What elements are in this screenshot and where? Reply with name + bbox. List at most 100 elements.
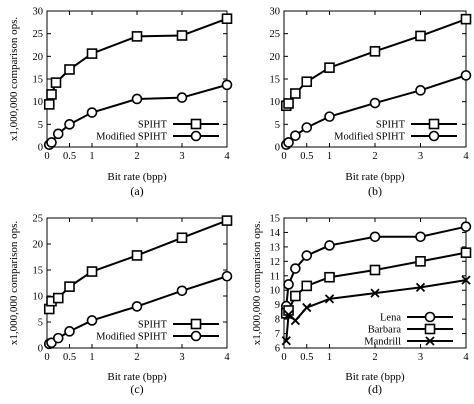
legend-marker (190, 318, 202, 330)
x-tick-label: 2 (134, 151, 139, 162)
y-tick-label: 12 (270, 257, 281, 268)
y-tick-label: 0 (38, 143, 43, 154)
data-point (283, 137, 294, 148)
series-modified-spiht (43, 79, 233, 151)
y-tick-label: 10 (270, 97, 281, 108)
data-point (176, 232, 188, 244)
y-tick-label: 20 (33, 240, 44, 251)
legend-label: SPIHT (138, 120, 168, 131)
data-point (52, 292, 64, 304)
y-tick-label: 0 (38, 344, 43, 355)
legend-marker (425, 336, 435, 346)
series-spiht (43, 13, 233, 110)
data-point (52, 128, 64, 140)
x-tick-label: 2 (372, 151, 377, 162)
chart-panel-1: 0 0.5 1 2 3 4 0 5 10 15 20 25 30 Bit rate (bpp) x1,000… (8, 7, 233, 198)
legend-marker (190, 330, 202, 342)
series-spiht (43, 215, 233, 315)
y-tick-label: 7 (275, 329, 280, 340)
data-point (176, 92, 188, 103)
x-tick-label: 4 (463, 151, 469, 162)
data-point (50, 77, 62, 88)
y-tick-label: 30 (33, 7, 44, 18)
legend-marker (190, 130, 202, 142)
x-tick-label: 3 (418, 352, 423, 363)
data-point (415, 282, 426, 292)
data-point (460, 247, 472, 258)
y-tick-label: 13 (270, 242, 281, 253)
data-point (176, 285, 188, 297)
data-point (369, 97, 381, 109)
x-tick-label: 4 (463, 352, 469, 363)
y-tick-label: 25 (33, 29, 44, 40)
data-point (369, 231, 381, 243)
data-point (131, 301, 143, 312)
data-point (324, 62, 335, 73)
y-tick-label: 9 (275, 300, 280, 311)
data-point (290, 290, 301, 302)
legend-label: Modified SPIHT (96, 132, 167, 143)
data-point (370, 288, 380, 298)
data-point (86, 266, 98, 277)
legend-label: Mandrill (364, 337, 401, 348)
panel-caption: (c) (130, 382, 143, 396)
data-point (283, 98, 294, 109)
data-point (221, 270, 233, 282)
x-tick-label: 2 (372, 352, 377, 363)
legend-marker (424, 311, 436, 323)
x-tick-label: 0.5 (63, 352, 76, 363)
x-tick-label: 1 (89, 352, 94, 363)
legend-marker (428, 130, 440, 142)
data-point (290, 88, 301, 99)
x-tick-label: 3 (179, 352, 184, 363)
legend-label: Modified SPIHT (334, 132, 405, 143)
y-tick-label: 15 (270, 214, 281, 225)
legend-marker (428, 118, 440, 130)
data-point (324, 111, 335, 122)
y-tick-label: 10 (33, 97, 44, 108)
data-point (301, 250, 313, 261)
y-tick-label: 14 (270, 228, 281, 239)
legend-label: Barbara (368, 325, 402, 336)
x-tick-label: 0 (281, 352, 286, 363)
y-tick-label: 10 (33, 292, 44, 303)
legend-label: Lena (380, 313, 401, 324)
y-tick-label: 8 (275, 315, 280, 326)
data-point (64, 119, 75, 130)
x-tick-label: 0 (44, 352, 49, 363)
x-tick-label: 1 (327, 352, 332, 363)
data-point (64, 64, 75, 75)
x-tick-label: 0.5 (300, 352, 313, 363)
y-tick-label: 25 (33, 214, 44, 225)
x-tick-label: 2 (134, 352, 139, 363)
data-point (461, 275, 471, 285)
data-point (64, 281, 75, 292)
data-point (301, 280, 313, 292)
data-point (221, 79, 233, 91)
data-point (290, 263, 301, 274)
data-point (221, 215, 233, 226)
x-tick-label: 1 (327, 151, 332, 162)
y-tick-label: 20 (270, 52, 281, 63)
x-tick-label: 0 (281, 151, 286, 162)
x-tick-label: 1 (89, 151, 94, 162)
y-tick-label: 5 (38, 318, 43, 329)
data-point (86, 107, 98, 118)
data-point (131, 31, 143, 42)
legend-label: SPIHT (138, 320, 168, 331)
y-tick-label: 5 (38, 120, 43, 131)
panel-caption: (b) (368, 184, 382, 198)
panel-caption: (d) (368, 382, 382, 396)
y-tick-label: 10 (270, 286, 281, 297)
x-tick-label: 0.5 (63, 151, 76, 162)
data-point (460, 13, 472, 25)
legend-marker (190, 118, 202, 130)
y-tick-label: 0 (275, 143, 280, 154)
series-mandrill (281, 275, 471, 346)
data-point (415, 30, 426, 42)
data-point (46, 89, 57, 100)
data-point (86, 48, 98, 59)
data-point (86, 315, 98, 326)
